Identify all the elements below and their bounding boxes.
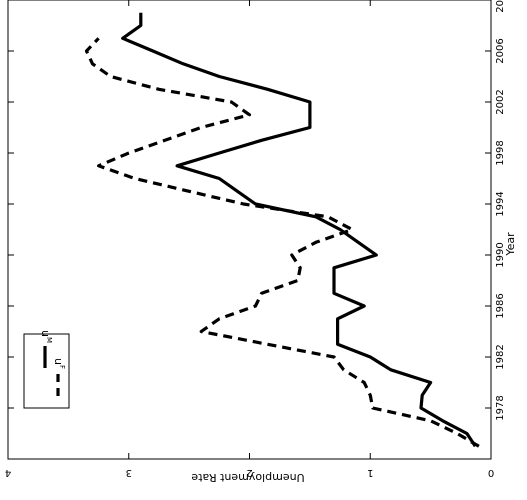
series-lines (84, 12, 480, 448)
x-tick-label: 1998 (495, 140, 506, 165)
y-tick-label: 1 (367, 467, 373, 478)
y-tick-label: 2 (246, 467, 252, 478)
y-tick-label: 4 (5, 467, 11, 478)
x-tick-label: 2002 (495, 89, 506, 114)
axis-ticks (7, 0, 492, 459)
y-tick-label: 3 (126, 467, 132, 478)
y-axis-label: Unemployment Rate (191, 471, 305, 484)
x-tick-label: 1990 (495, 242, 506, 267)
y-tick-label: 0 (488, 467, 494, 478)
series-line-1 (121, 12, 477, 448)
x-tick-label: 1978 (495, 395, 506, 420)
x-tick-label: 1986 (495, 293, 506, 318)
series-line-2 (84, 37, 480, 448)
x-tick-label: 1994 (495, 191, 506, 216)
legend: uM uF (23, 330, 70, 409)
x-tick-label: 2010 (495, 0, 506, 13)
x-tick-label: 1982 (495, 344, 506, 369)
plot-frame (7, 0, 492, 460)
x-axis-label: Year (504, 232, 517, 257)
x-tick-label: 2006 (495, 38, 506, 63)
legend-label-2: uF (52, 358, 66, 369)
tick-labels: 1978 1982 1986 1990 1994 1998 2002 2006 2010 0 1 2 3… (5, 0, 506, 478)
legend-box (23, 333, 70, 409)
legend-label-1: uM (39, 330, 53, 343)
